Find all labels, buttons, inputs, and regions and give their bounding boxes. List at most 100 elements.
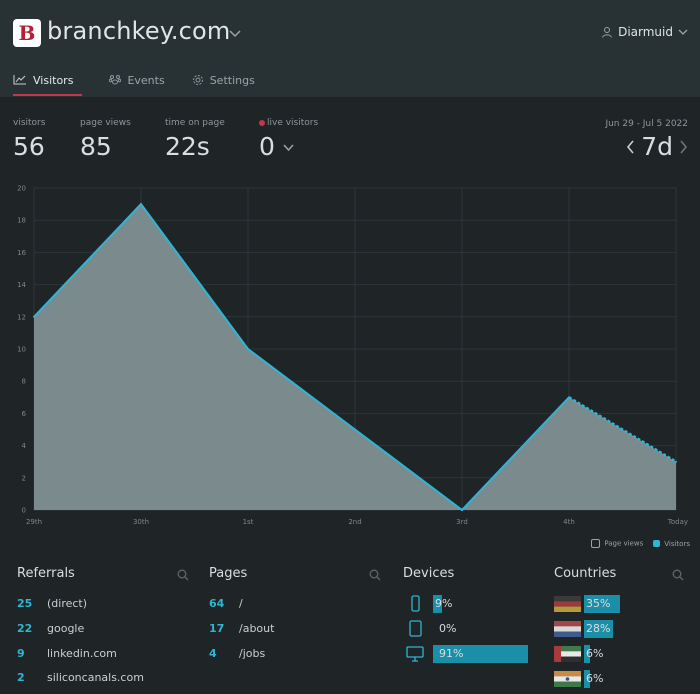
list-item[interactable]: 9 linkedin.com <box>17 647 117 660</box>
data-point[interactable] <box>354 428 356 431</box>
list-item[interactable]: 25 (direct) <box>17 597 87 610</box>
panel-title: Referrals <box>17 566 75 581</box>
country-row[interactable]: 35% <box>554 595 688 613</box>
page-count: 17 <box>209 622 225 635</box>
page-count: 4 <box>209 647 217 660</box>
netherlands-flag-icon <box>554 621 581 637</box>
stat-value: 85 <box>80 132 112 161</box>
legend-label: Page views <box>604 539 644 548</box>
series-area-visitors <box>34 204 676 510</box>
period-value[interactable]: 7d <box>641 132 673 161</box>
device-percent: 91% <box>439 647 464 660</box>
chevron-left-icon[interactable] <box>626 139 635 154</box>
country-bar: 35% <box>584 595 688 613</box>
desktop-icon <box>406 646 424 662</box>
y-tick-label: 4 <box>22 442 27 450</box>
y-tick-label: 18 <box>17 217 26 225</box>
country-bar: 28% <box>584 620 688 638</box>
country-row[interactable]: 6% <box>554 645 688 663</box>
stat-label-wrap: live visitors <box>259 118 318 128</box>
page-count: 64 <box>209 597 225 610</box>
tab-settings[interactable]: Settings <box>192 74 255 96</box>
phone-icon <box>411 595 420 612</box>
list-item[interactable]: 64 / <box>209 597 243 610</box>
y-tick-label: 14 <box>17 281 26 289</box>
chart-icon <box>13 75 26 85</box>
tab-events[interactable]: Events <box>109 74 165 96</box>
y-tick-label: 0 <box>22 507 26 515</box>
chart-legend: Page views Visitors <box>591 539 690 548</box>
list-item[interactable]: 4/jobs <box>209 647 265 660</box>
device-percent: 0% <box>439 622 457 635</box>
search-icon[interactable] <box>177 569 189 581</box>
chevron-right-icon[interactable] <box>679 139 688 154</box>
user-name: Diarmuid <box>618 25 673 39</box>
paw-icon <box>109 75 122 85</box>
data-point[interactable] <box>568 396 570 399</box>
stat-value: 0 <box>259 132 275 161</box>
device-percent: 9% <box>435 597 453 610</box>
country-row[interactable]: 6% <box>554 670 688 688</box>
referral-name: siliconcanals.com <box>47 671 144 684</box>
device-row[interactable]: 9% <box>405 595 537 613</box>
country-bar: 6% <box>584 670 688 688</box>
germany-flag-icon <box>554 596 581 612</box>
stat-label: live visitors <box>267 118 319 128</box>
country-bar-fill <box>584 645 591 663</box>
user-menu[interactable]: Diarmuid <box>601 25 688 39</box>
country-bar-fill <box>584 595 621 613</box>
device-bar-fill <box>433 595 443 613</box>
site-name[interactable]: branchkey.com <box>47 17 231 45</box>
stat-live-visitors[interactable]: live visitors 0 <box>259 118 318 161</box>
data-point[interactable] <box>461 509 463 511</box>
device-row[interactable]: 91% <box>405 645 537 663</box>
stat-page-views: page views 85 <box>80 118 131 161</box>
tablet-icon <box>409 620 422 637</box>
referrals-panel: Referrals <box>17 566 192 581</box>
y-tick-label: 12 <box>17 313 26 321</box>
legend-item-page-views[interactable]: Page views <box>591 539 643 548</box>
x-tick-label: 4th <box>563 518 575 526</box>
tab-label: Visitors <box>33 74 74 87</box>
x-tick-label: 3rd <box>456 518 468 526</box>
data-point[interactable] <box>140 203 142 206</box>
site-logo[interactable]: B <box>13 19 41 47</box>
devices-panel: Devices <box>403 566 543 581</box>
chevron-down-icon[interactable] <box>229 30 241 38</box>
tab-label: Events <box>127 74 165 87</box>
period-selector: 7d <box>626 132 688 161</box>
stat-time-on-page: time on page 22s <box>165 118 225 161</box>
chevron-down-icon <box>678 29 688 35</box>
device-bar: 91% <box>433 645 537 663</box>
y-tick-label: 20 <box>17 185 26 193</box>
country-bar: 6% <box>584 645 688 663</box>
legend-item-visitors[interactable]: Visitors <box>653 540 690 548</box>
device-row[interactable]: 0% <box>405 620 537 638</box>
panel-title: Countries <box>554 566 617 581</box>
stat-label: time on page <box>165 118 225 128</box>
list-item[interactable]: 2 siliconcanals.com <box>17 671 144 684</box>
legend-label: Visitors <box>664 539 690 548</box>
device-bar: 9% <box>433 595 537 613</box>
x-tick-label: 2nd <box>348 518 361 526</box>
search-icon[interactable] <box>672 569 684 581</box>
stat-value-wrap: 0 <box>259 132 318 161</box>
tab-visitors[interactable]: Visitors <box>13 74 83 96</box>
pages-panel: Pages <box>209 566 384 581</box>
live-indicator-icon <box>259 119 265 126</box>
data-point[interactable] <box>247 348 249 350</box>
country-row[interactable]: 28% <box>554 620 688 638</box>
list-item[interactable]: 17/about <box>209 622 274 635</box>
user-icon <box>602 27 613 38</box>
list-item[interactable]: 22 google <box>17 622 84 635</box>
search-icon[interactable] <box>369 569 381 581</box>
legend-swatch <box>653 540 661 547</box>
country-bar-fill <box>584 670 591 688</box>
data-point[interactable] <box>33 315 35 318</box>
y-tick-label: 16 <box>17 249 26 257</box>
x-tick-label: 1st <box>243 518 254 526</box>
data-point[interactable] <box>675 460 677 463</box>
x-tick-label: Today <box>667 518 688 526</box>
referral-count: 9 <box>17 647 25 660</box>
panel-title: Pages <box>209 566 248 581</box>
